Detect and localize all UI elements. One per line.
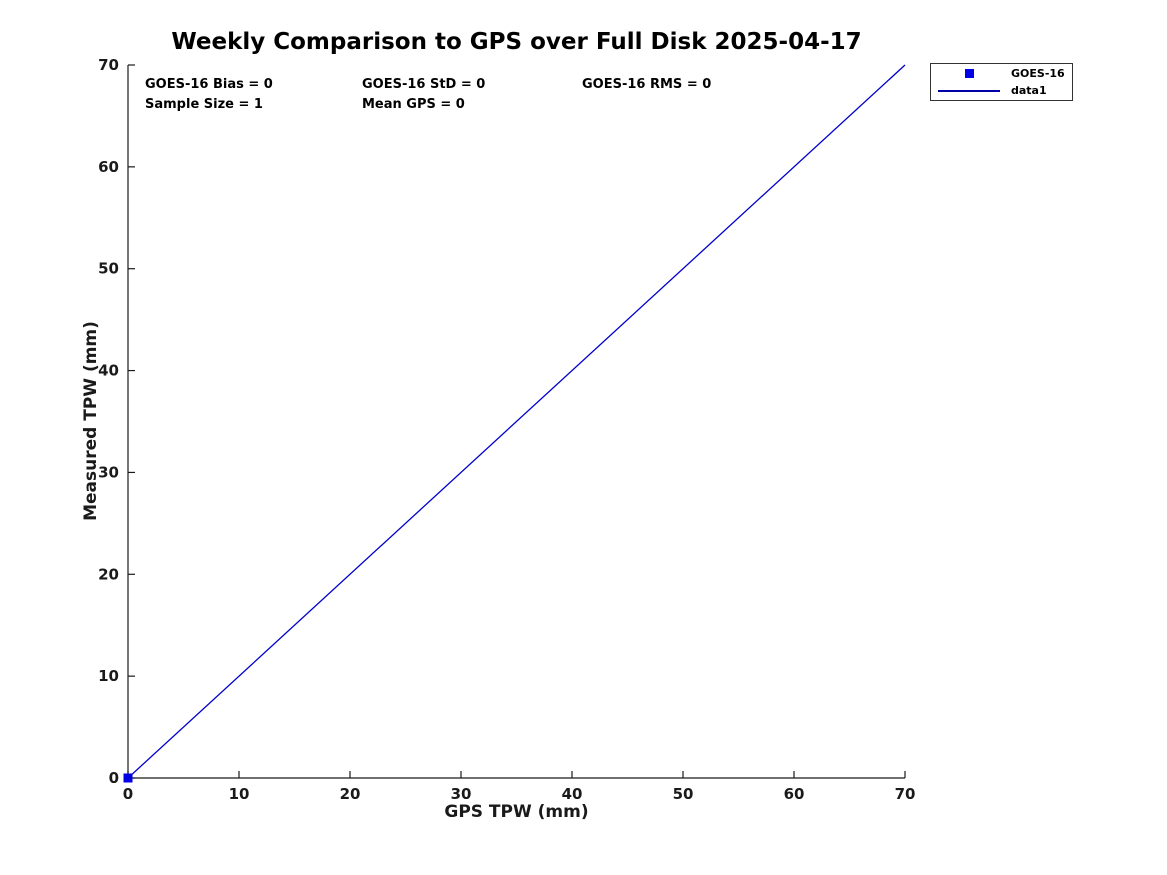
y-tick-label: 70 bbox=[98, 56, 119, 74]
y-tick-label: 50 bbox=[98, 260, 119, 278]
annotation-rms: GOES-16 RMS = 0 bbox=[582, 77, 712, 92]
legend-box: GOES-16 data1 bbox=[930, 63, 1073, 101]
y-axis-label: Measured TPW (mm) bbox=[81, 321, 101, 521]
legend-entry-data1: data1 bbox=[931, 83, 1072, 98]
x-tick-label: 70 bbox=[895, 785, 916, 803]
x-tick-label: 10 bbox=[229, 785, 250, 803]
annotation-std: GOES-16 StD = 0 bbox=[362, 77, 486, 92]
x-tick-label: 40 bbox=[562, 785, 583, 803]
square-marker-icon bbox=[964, 69, 974, 78]
y-tick-label: 60 bbox=[98, 158, 119, 176]
y-tick-label: 40 bbox=[98, 362, 119, 380]
chart-title: Weekly Comparison to GPS over Full Disk … bbox=[171, 29, 862, 55]
x-tick-label: 50 bbox=[673, 785, 694, 803]
x-tick-label: 0 bbox=[123, 785, 133, 803]
x-axis-label: GPS TPW (mm) bbox=[444, 802, 589, 822]
x-tick-label: 30 bbox=[451, 785, 472, 803]
annotation-mean-gps: Mean GPS = 0 bbox=[362, 97, 465, 112]
x-tick-label: 60 bbox=[784, 785, 805, 803]
legend-entry-goes16: GOES-16 bbox=[931, 66, 1072, 81]
x-tick-label: 20 bbox=[340, 785, 361, 803]
y-tick-label: 20 bbox=[98, 565, 119, 583]
y-tick-label: 10 bbox=[98, 667, 119, 685]
legend-label: GOES-16 bbox=[1011, 67, 1065, 80]
annotation-sample-size: Sample Size = 1 bbox=[145, 97, 263, 112]
line-swatch-icon bbox=[938, 89, 1000, 92]
legend-swatch-area bbox=[931, 69, 1007, 78]
y-tick-label: 0 bbox=[109, 769, 119, 787]
annotation-bias: GOES-16 Bias = 0 bbox=[145, 77, 273, 92]
legend-label: data1 bbox=[1011, 84, 1047, 97]
series-line-data1 bbox=[127, 64, 906, 779]
legend-swatch-area bbox=[931, 89, 1007, 92]
y-tick-label: 30 bbox=[98, 463, 119, 481]
